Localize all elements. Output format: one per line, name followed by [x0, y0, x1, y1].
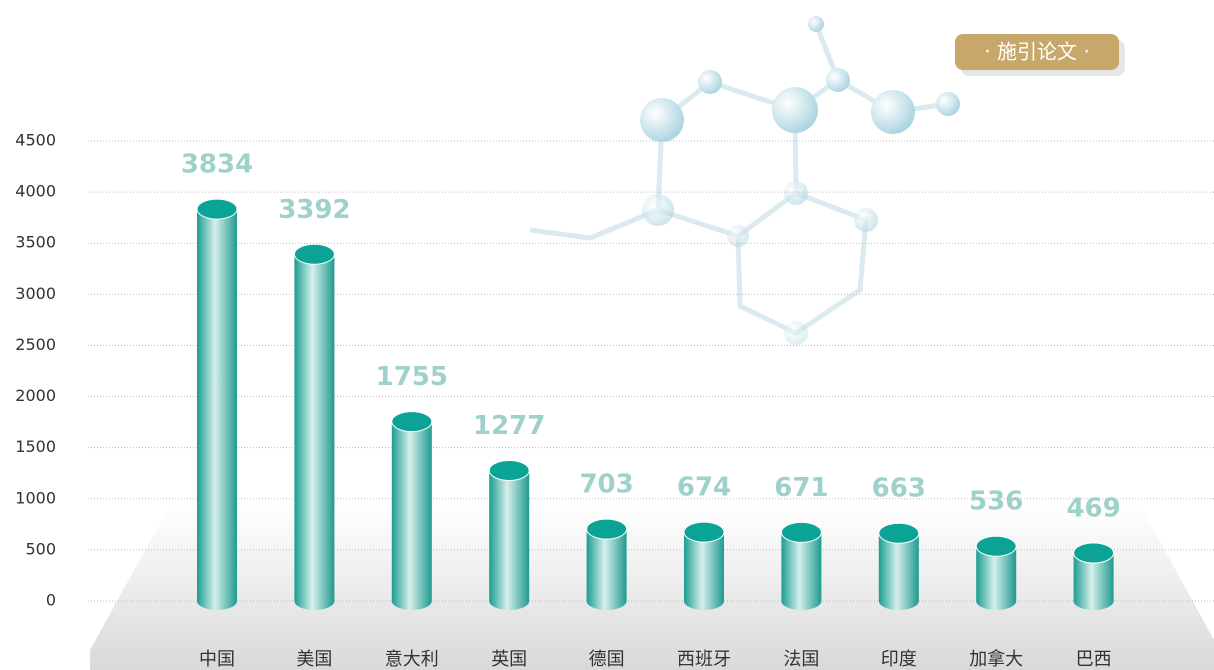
bar-top [196, 198, 238, 220]
bar [391, 421, 432, 601]
bar-top [683, 521, 725, 543]
x-tick-label: 英国 [491, 649, 527, 670]
x-tick-label: 加拿大 [969, 648, 1023, 670]
value-label: 1277 [473, 411, 545, 441]
y-tick-label: 4500 [15, 131, 56, 150]
bar [197, 209, 237, 601]
x-tick-label: 印度 [881, 649, 917, 670]
y-tick-label: 500 [25, 539, 56, 558]
bar-top [488, 459, 530, 481]
badge-text: · 施引论文 · [984, 40, 1089, 64]
x-tick-label: 西班牙 [677, 649, 731, 670]
bar-top [391, 411, 433, 433]
bar-top [1073, 542, 1115, 564]
bar [294, 254, 335, 602]
y-tick-label: 3500 [15, 233, 56, 252]
badge: · 施引论文 · [955, 34, 1125, 76]
y-tick-label: 2500 [15, 335, 56, 354]
value-label: 671 [774, 473, 828, 503]
molecule-decoration [529, 23, 949, 336]
y-tick-label: 1000 [15, 488, 56, 507]
bar-top [780, 521, 822, 543]
x-tick-label: 意大利 [385, 649, 439, 670]
bar-top [878, 522, 920, 544]
x-tick-label: 中国 [199, 649, 235, 670]
value-label: 703 [579, 470, 633, 500]
bar [489, 470, 530, 601]
x-tick-label: 巴西 [1076, 649, 1112, 670]
y-tick-label: 2000 [15, 386, 56, 405]
x-tick-label: 法国 [783, 649, 819, 670]
y-tick-label: 1500 [15, 437, 56, 456]
bar-top [975, 535, 1017, 557]
bar-top [293, 243, 335, 265]
y-tick-label: 0 [46, 591, 56, 610]
value-label: 3834 [181, 150, 253, 180]
bar [878, 533, 919, 601]
value-label: 469 [1066, 494, 1120, 524]
value-label: 1755 [376, 362, 448, 392]
molecule-balls [640, 16, 960, 345]
y-tick-label: 4000 [15, 182, 56, 201]
x-tick-label: 美国 [296, 649, 332, 670]
y-tick-label: 3000 [15, 284, 56, 303]
value-label: 663 [872, 474, 926, 504]
bar-top [586, 518, 628, 540]
value-label: 536 [969, 487, 1023, 517]
x-tick-label: 德国 [589, 649, 625, 670]
bar [781, 532, 822, 601]
value-label: 3392 [278, 195, 350, 225]
value-label: 674 [677, 473, 731, 503]
bar [586, 529, 627, 601]
bar [684, 532, 724, 601]
floor [90, 505, 1214, 670]
